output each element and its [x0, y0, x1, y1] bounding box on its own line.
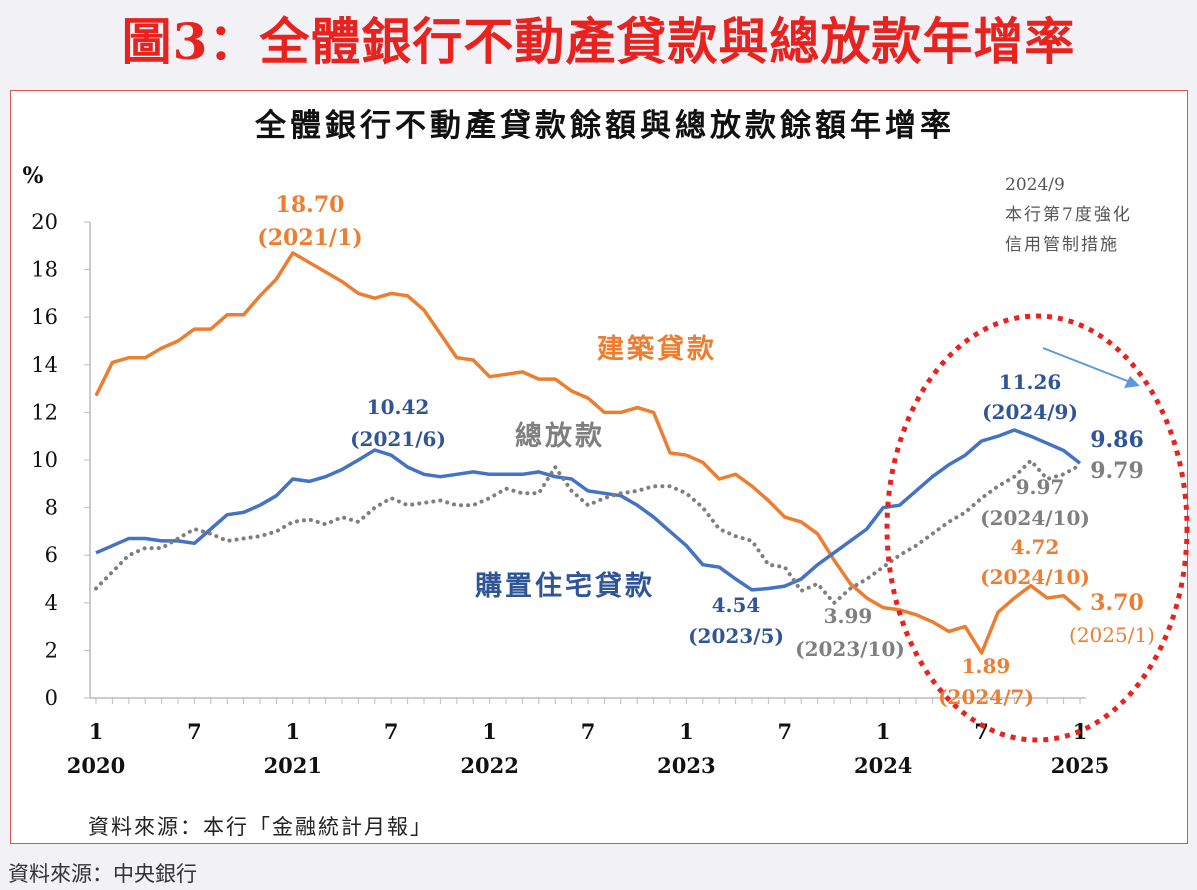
x-tick-label: 1 — [679, 719, 694, 744]
annotation: 9.86 — [1090, 427, 1144, 453]
annotation: (2024/10) — [980, 565, 1090, 589]
annotation: 1.89 — [962, 654, 1011, 678]
page-title: 圖3：全體銀行不動產貸款與總放款年增率 — [121, 12, 1076, 71]
annotation: (2023/10) — [795, 637, 905, 661]
label-housing-series: 購置住宅貸款 — [475, 570, 655, 602]
label-construction-series: 建築貸款 — [597, 333, 717, 365]
x-tick-label: 1 — [876, 719, 891, 744]
series-lines — [94, 251, 1082, 655]
annotation: 18.70 — [276, 192, 345, 218]
policy-note-line1: 本行第7度強化 — [1005, 205, 1132, 225]
x-tick-label: 7 — [974, 719, 989, 744]
annotation: 3.70 — [1090, 590, 1144, 616]
annotation: (2023/5) — [688, 624, 784, 648]
annotation: 9.79 — [1090, 458, 1144, 484]
annotation: (2024/10) — [980, 506, 1090, 530]
highlight-ellipse — [884, 313, 1190, 743]
chart-source-note: 資料來源：本行「金融統計月報」 — [88, 815, 433, 839]
y-tick-label: 18 — [31, 258, 58, 282]
x-year-label: 2020 — [67, 753, 125, 778]
y-tick-label: 6 — [45, 543, 58, 567]
annotation: 9.97 — [1016, 475, 1065, 499]
annotation: 3.99 — [824, 604, 873, 628]
x-tick-label: 1 — [482, 719, 497, 744]
annotation: (2021/1) — [257, 225, 362, 251]
series-total-line — [94, 458, 1082, 605]
annotation: (2021/6) — [350, 427, 446, 451]
policy-note-line2: 信用管制措施 — [1005, 235, 1119, 255]
y-tick-label: 8 — [45, 496, 58, 520]
series-construction-line — [94, 251, 1082, 655]
x-tick-label: 7 — [187, 719, 202, 744]
chart-frame — [10, 90, 1188, 844]
x-year-label: 2022 — [460, 753, 518, 778]
annotation: 4.72 — [1011, 535, 1060, 559]
y-tick-label: 12 — [31, 400, 58, 424]
y-tick-label: 2 — [45, 638, 58, 662]
series-housing-line — [95, 428, 1082, 592]
x-tick-label: 1 — [285, 719, 300, 744]
y-tick-label: 14 — [31, 353, 58, 377]
x-year-label: 2024 — [854, 753, 912, 778]
annotation: 11.26 — [999, 370, 1062, 394]
y-tick-label: 10 — [31, 448, 58, 472]
x-tick-label: 7 — [384, 719, 399, 744]
page-source: 資料來源：中央銀行 — [8, 862, 197, 886]
annotation: 10.42 — [367, 395, 430, 419]
annotation: (2024/7) — [938, 685, 1034, 709]
x-year-label: 2025 — [1051, 753, 1109, 778]
x-year-label: 2021 — [264, 753, 322, 778]
y-axis-unit: % — [23, 163, 44, 189]
policy-date: 2024/9 — [1005, 175, 1065, 195]
x-year-label: 2023 — [657, 753, 715, 778]
label-total-series: 總放款 — [515, 420, 605, 452]
chart-title: 全體銀行不動產貸款餘額與總放款餘額年增率 — [254, 108, 955, 144]
x-tick-label: 7 — [581, 719, 596, 744]
annotation: (2024/9) — [982, 400, 1078, 424]
x-tick-label: 1 — [89, 719, 104, 744]
x-tick-label: 7 — [777, 719, 792, 744]
y-tick-label: 20 — [31, 210, 58, 234]
y-tick-label: 0 — [45, 686, 58, 710]
y-tick-label: 4 — [45, 591, 58, 615]
annotation: 4.54 — [712, 593, 761, 617]
annotation: (2025/1) — [1069, 623, 1155, 647]
arrow-icon — [1042, 347, 1140, 388]
y-tick-label: 16 — [31, 305, 58, 329]
